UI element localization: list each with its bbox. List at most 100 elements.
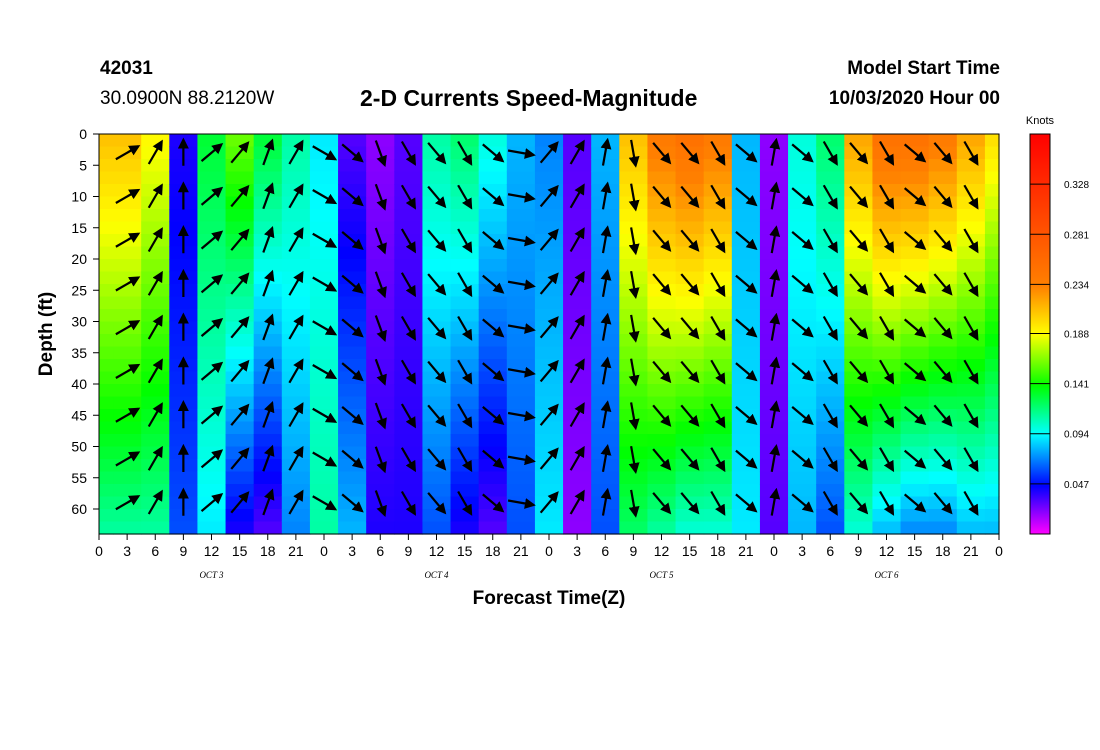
y-axis-label: Depth (ft) bbox=[36, 292, 57, 376]
current-vector bbox=[849, 404, 869, 427]
heatmap-cell bbox=[506, 309, 536, 323]
current-vector bbox=[427, 185, 447, 209]
heatmap-cell bbox=[394, 271, 424, 285]
heatmap-cell bbox=[99, 446, 114, 460]
heatmap-cell bbox=[956, 359, 986, 373]
heatmap-cell bbox=[759, 334, 789, 348]
heatmap-cell bbox=[506, 384, 536, 398]
heatmap-cell bbox=[731, 209, 761, 223]
current-vector bbox=[457, 447, 473, 473]
heatmap-cell bbox=[956, 271, 986, 285]
heatmap-cell bbox=[703, 521, 733, 535]
heatmap-cell bbox=[197, 196, 227, 210]
current-vector bbox=[791, 406, 814, 426]
heatmap-cell bbox=[788, 184, 817, 198]
heatmap-cell bbox=[394, 221, 424, 235]
heatmap-cell bbox=[113, 384, 142, 398]
heatmap-cell bbox=[253, 396, 283, 410]
heatmap-cell bbox=[366, 221, 395, 235]
heatmap-cell bbox=[141, 159, 170, 173]
y-tick-label: 40 bbox=[71, 376, 87, 392]
colorbar-tick-label: 0.188 bbox=[1064, 329, 1089, 340]
current-vector bbox=[147, 227, 163, 253]
heatmap-cell bbox=[731, 421, 761, 435]
heatmap-cell bbox=[619, 221, 649, 235]
heatmap-cell bbox=[534, 471, 564, 485]
heatmap-cell bbox=[253, 309, 283, 323]
heatmap-cell bbox=[113, 259, 142, 273]
heatmap-cell bbox=[675, 509, 705, 523]
current-vector bbox=[539, 491, 559, 514]
x-tick-label: 12 bbox=[204, 543, 220, 559]
heatmap-cell bbox=[422, 396, 452, 410]
heatmap-cell bbox=[197, 171, 227, 185]
heatmap-cell bbox=[928, 484, 958, 498]
heatmap-cell bbox=[956, 434, 986, 448]
heatmap-cell bbox=[99, 246, 114, 260]
heatmap-cell bbox=[675, 221, 705, 235]
current-vector bbox=[933, 142, 953, 165]
heatmap-cell bbox=[591, 159, 620, 173]
current-vector bbox=[400, 447, 416, 473]
heatmap-cell bbox=[675, 359, 705, 373]
heatmap-cell bbox=[816, 221, 845, 235]
heatmap-cell bbox=[788, 171, 817, 185]
heatmap-cell bbox=[281, 159, 311, 173]
heatmap-cell bbox=[788, 259, 817, 273]
heatmap-cell bbox=[99, 396, 114, 410]
heatmap-cell bbox=[141, 284, 170, 298]
heatmap-cell bbox=[956, 484, 986, 498]
heatmap-cell bbox=[619, 171, 649, 185]
heatmap-cell bbox=[338, 246, 367, 260]
current-vector bbox=[600, 269, 612, 297]
heatmap-cell bbox=[647, 521, 677, 535]
heatmap-cell bbox=[225, 196, 255, 210]
heatmap-cell bbox=[591, 346, 620, 360]
current-vector bbox=[427, 317, 447, 340]
heatmap-cell bbox=[478, 284, 508, 298]
heatmap-cell bbox=[731, 371, 761, 385]
heatmap-cell bbox=[563, 284, 592, 298]
heatmap-cell bbox=[563, 459, 592, 473]
heatmap-cell bbox=[563, 296, 592, 310]
current-vector bbox=[262, 138, 275, 166]
y-tick-label: 15 bbox=[71, 220, 87, 236]
heatmap-cell bbox=[534, 259, 564, 273]
heatmap-cell bbox=[169, 209, 199, 223]
heatmap-cell bbox=[169, 434, 199, 448]
current-vector bbox=[200, 142, 224, 162]
heatmap-cell bbox=[422, 171, 452, 185]
heatmap-cell bbox=[816, 334, 845, 348]
heatmap-cell bbox=[731, 134, 761, 148]
current-vector bbox=[200, 274, 224, 294]
heatmap-cell bbox=[788, 346, 817, 360]
current-vector bbox=[710, 184, 726, 210]
heatmap-cell bbox=[844, 346, 874, 360]
station-id: 42031 bbox=[100, 58, 153, 79]
heatmap-cell bbox=[394, 246, 424, 260]
heatmap-cell bbox=[984, 446, 1000, 460]
heatmap-cell bbox=[338, 296, 367, 310]
heatmap-cell bbox=[872, 484, 902, 498]
heatmap-cell bbox=[450, 509, 480, 523]
colorbar-tick-label: 0.094 bbox=[1064, 430, 1089, 441]
current-vector bbox=[879, 272, 895, 298]
heatmap-cell bbox=[450, 171, 480, 185]
heatmap-cell bbox=[281, 196, 311, 210]
heatmap-cell bbox=[450, 384, 480, 398]
heatmap-cell bbox=[225, 221, 255, 235]
heatmap-cell bbox=[478, 246, 508, 260]
colorbar-unit: Knots bbox=[1026, 115, 1055, 127]
heatmap-cell bbox=[141, 521, 170, 535]
current-vector bbox=[933, 229, 953, 252]
heatmap-cell bbox=[788, 359, 817, 373]
heatmap-cell bbox=[844, 271, 874, 285]
x-tick-label: 9 bbox=[404, 543, 412, 559]
heatmap-cell bbox=[703, 384, 733, 398]
current-vector bbox=[288, 270, 304, 296]
current-vector bbox=[903, 493, 927, 513]
current-vector bbox=[374, 183, 387, 211]
heatmap-cell bbox=[394, 434, 424, 448]
heatmap-cell bbox=[984, 346, 1000, 360]
heatmap-cell bbox=[281, 296, 311, 310]
